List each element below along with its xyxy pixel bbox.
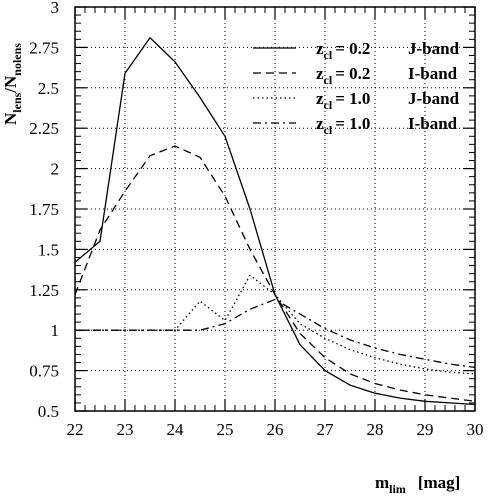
- legend-value: = 0.2: [335, 39, 370, 58]
- legend-value: = 0.2: [335, 64, 370, 83]
- y-axis-title-slash: /N: [1, 75, 20, 94]
- y-tick-label: 3: [51, 0, 60, 17]
- x-tick-label: 30: [467, 420, 484, 439]
- legend-z-sub: cl: [324, 48, 333, 62]
- x-axis-title-main: m: [375, 473, 389, 492]
- legend-band-label: J-band: [408, 89, 460, 108]
- y-tick-label: 2.25: [29, 119, 59, 138]
- legend-entry-label: zcl = 0.2: [316, 64, 370, 87]
- legend-value: = 1.0: [335, 89, 370, 108]
- legend-value: = 1.0: [335, 114, 370, 133]
- x-axis-title-unit: [mag]: [418, 473, 460, 492]
- y-axis-title-sub2: nolens: [10, 43, 24, 76]
- y-tick-label: 0.75: [29, 362, 59, 381]
- x-tick-label: 26: [267, 420, 284, 439]
- y-tick-label: 1.5: [38, 240, 59, 259]
- y-tick-label: 2.75: [29, 38, 59, 57]
- x-tick-label: 25: [217, 420, 234, 439]
- y-axis-title-main: N: [1, 112, 20, 125]
- y-tick-label: 1.75: [29, 200, 59, 219]
- y-tick-label: 2: [51, 160, 60, 179]
- tick-layer: [74, 6, 476, 412]
- x-tick-label: 22: [67, 420, 84, 439]
- y-tick-label: 0.5: [38, 402, 59, 421]
- x-tick-label: 29: [417, 420, 434, 439]
- x-axis-title-sub: lim: [389, 482, 406, 496]
- series-line-dashdot: [75, 298, 476, 369]
- legend-z-sub: cl: [324, 73, 333, 87]
- legend-band-label: J-band: [408, 39, 460, 58]
- legend-z: z: [316, 39, 324, 58]
- y-tick-label: 1.25: [29, 281, 59, 300]
- y-axis-title-sub1: lens: [10, 92, 24, 112]
- legend-band-label: I-band: [408, 64, 458, 83]
- x-tick-label: 24: [167, 420, 185, 439]
- tick-label-layer: 22 23 24 25 26 27 28 29 30 0.5 0.75 1 1.25 1.5 1.75 2 2.…: [29, 0, 483, 439]
- y-axis-title: Nlens/Nnolens: [1, 43, 24, 125]
- series-layer: [74, 37, 476, 406]
- legend-z: z: [316, 89, 324, 108]
- legend-entry-label: zcl = 0.2: [316, 39, 370, 62]
- x-tick-label: 28: [367, 420, 384, 439]
- legend-z-sub: cl: [324, 98, 333, 112]
- y-tick-label: 2.5: [38, 79, 59, 98]
- x-tick-label: 23: [117, 420, 134, 439]
- legend-z: z: [316, 114, 324, 133]
- legend-z-sub: cl: [324, 123, 333, 137]
- legend-entry-label: zcl = 1.0: [316, 89, 370, 112]
- legend-entry-label: zcl = 1.0: [316, 114, 370, 137]
- y-tick-label: 1: [51, 321, 60, 340]
- series-line-dotted: [75, 274, 476, 375]
- x-axis-title: mlim [mag]: [375, 473, 460, 496]
- x-tick-label: 27: [317, 420, 335, 439]
- legend-z: z: [316, 64, 324, 83]
- legend-band-label: I-band: [408, 114, 458, 133]
